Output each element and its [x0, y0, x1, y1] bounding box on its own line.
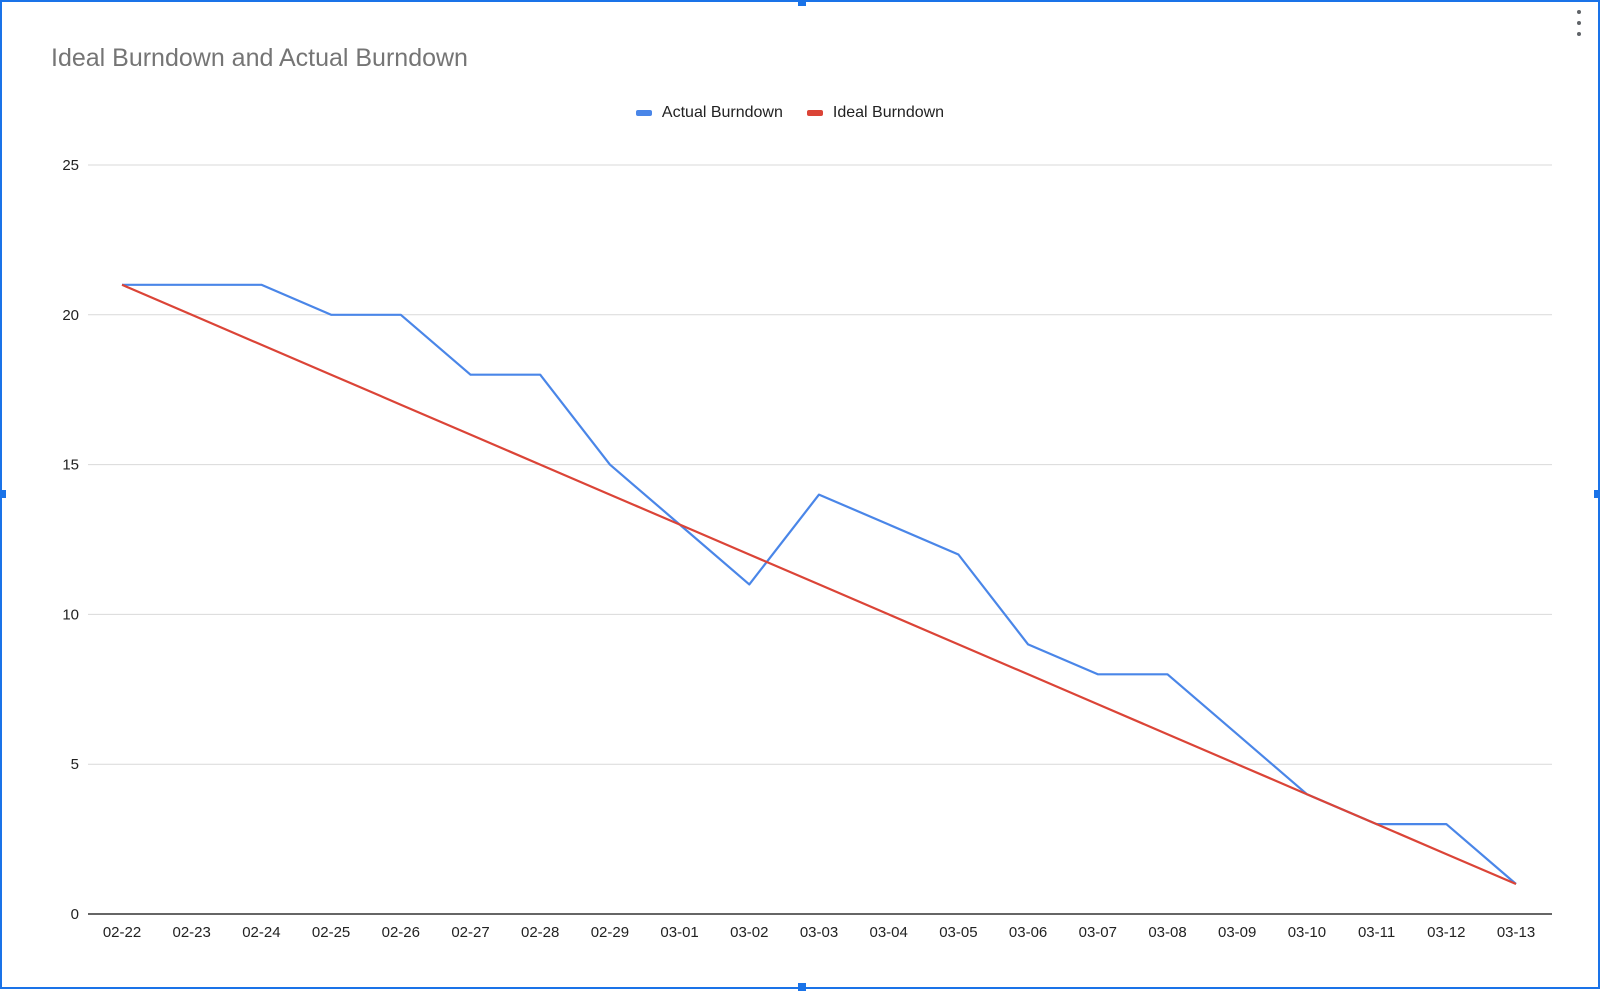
y-tick-label: 25 — [62, 157, 79, 174]
x-tick-label: 03-10 — [1288, 924, 1326, 941]
x-tick-label: 03-01 — [660, 924, 698, 941]
x-tick-label: 02-27 — [451, 924, 489, 941]
y-tick-label: 10 — [62, 606, 79, 623]
legend-item-ideal[interactable]: Ideal Burndown — [806, 104, 945, 122]
legend-swatch-ideal — [806, 110, 823, 116]
x-tick-label: 03-09 — [1218, 924, 1256, 941]
x-tick-label: 03-11 — [1358, 924, 1395, 941]
x-tick-label: 02-28 — [521, 924, 559, 941]
resize-handle-top[interactable] — [798, 0, 806, 6]
y-tick-label: 15 — [62, 457, 79, 474]
legend-label-actual: Actual Burndown — [661, 104, 783, 121]
series-line-actual-burndown[interactable] — [122, 283, 1517, 885]
x-tick-label: 02-26 — [382, 924, 420, 941]
resize-handle-right[interactable] — [1594, 490, 1600, 498]
y-axis-ticks: 0 5 10 15 20 25 — [62, 157, 79, 923]
series-line-ideal-burndown[interactable] — [121, 283, 1517, 886]
x-tick-label: 03-12 — [1427, 924, 1465, 941]
resize-handle-left[interactable] — [0, 490, 6, 498]
x-tick-label: 03-05 — [939, 924, 977, 941]
x-tick-label: 03-08 — [1148, 924, 1186, 941]
x-tick-label: 03-13 — [1497, 924, 1535, 941]
x-tick-label: 03-06 — [1009, 924, 1047, 941]
x-tick-label: 03-07 — [1079, 924, 1117, 941]
legend-item-actual[interactable]: Actual Burndown — [635, 104, 783, 122]
x-axis-ticks: 02-22 02-23 02-24 02-25 02-26 02-27 02-28 02-29… — [103, 924, 1535, 941]
legend-label-ideal: Ideal Burndown — [832, 104, 945, 121]
y-tick-label: 20 — [62, 307, 79, 324]
chart-legend: Actual Burndown Ideal Burndown — [0, 104, 1600, 122]
y-tick-label: 0 — [71, 906, 79, 923]
resize-handle-bottom[interactable] — [798, 983, 806, 991]
x-tick-label: 03-02 — [730, 924, 768, 941]
x-tick-label: 02-23 — [173, 924, 211, 941]
x-tick-label: 03-04 — [870, 924, 908, 941]
x-tick-label: 03-03 — [800, 924, 838, 941]
x-tick-label: 02-22 — [103, 924, 141, 941]
more-vert-icon[interactable] — [1574, 10, 1584, 36]
gridlines — [88, 164, 1552, 915]
chart-title: Ideal Burndown and Actual Burndown — [51, 44, 468, 72]
series-lines — [121, 283, 1517, 886]
legend-swatch-actual — [635, 110, 652, 116]
y-tick-label: 5 — [71, 756, 79, 773]
x-tick-label: 02-29 — [591, 924, 629, 941]
x-tick-label: 02-24 — [242, 924, 280, 941]
x-tick-label: 02-25 — [312, 924, 350, 941]
